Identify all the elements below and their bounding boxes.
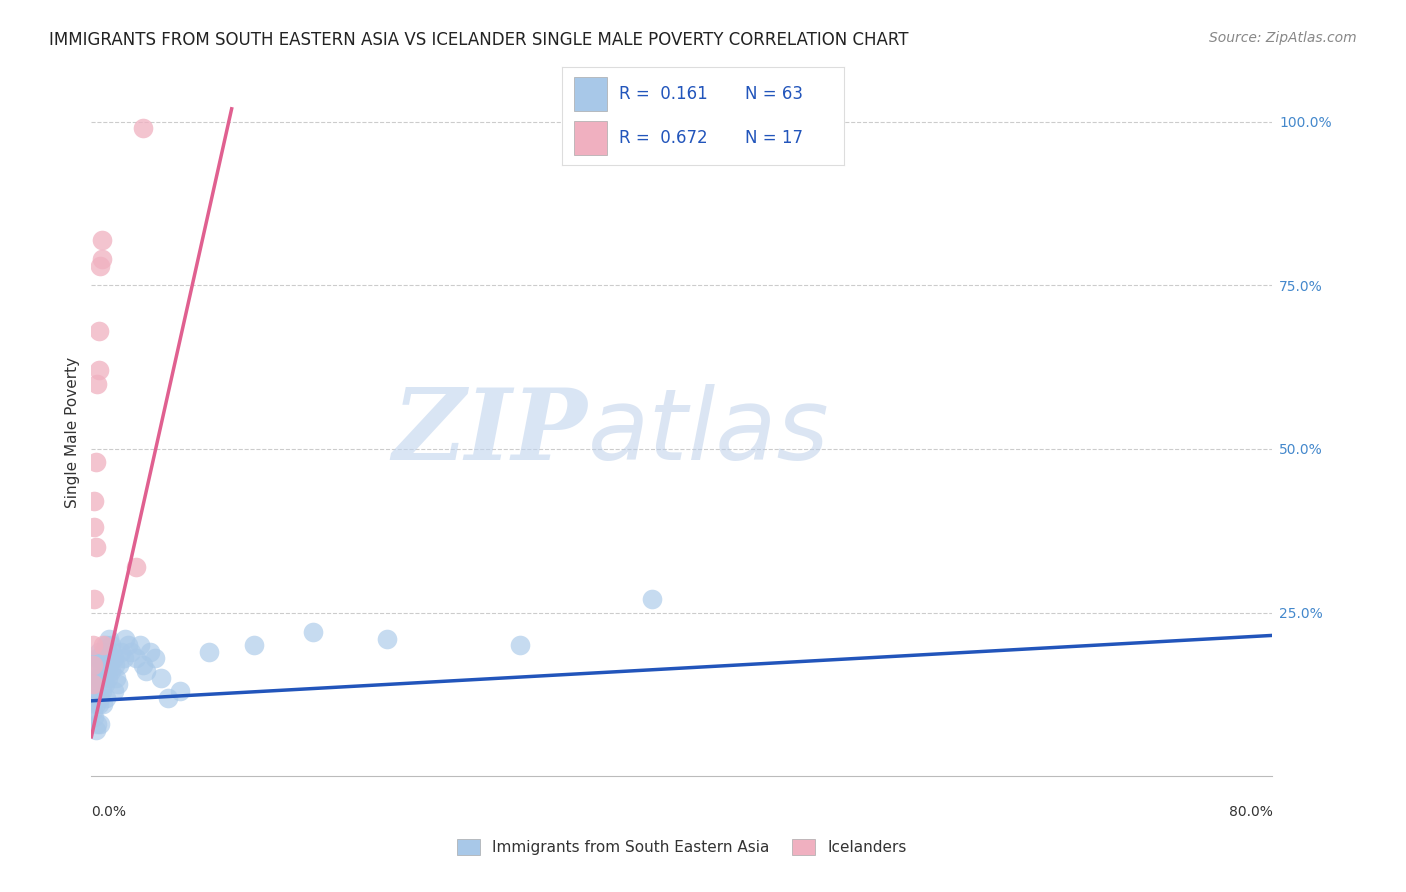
Y-axis label: Single Male Poverty: Single Male Poverty bbox=[65, 357, 80, 508]
Point bbox=[375, 632, 398, 646]
Point bbox=[84, 723, 107, 738]
Point bbox=[93, 677, 115, 691]
Point bbox=[132, 121, 155, 136]
Point bbox=[93, 651, 115, 665]
Point bbox=[101, 645, 124, 659]
Point bbox=[86, 716, 108, 731]
Point bbox=[87, 363, 110, 377]
Point bbox=[124, 651, 148, 665]
Point bbox=[112, 651, 135, 665]
Point bbox=[87, 645, 110, 659]
Point bbox=[135, 665, 157, 679]
Point bbox=[100, 665, 122, 679]
Point bbox=[86, 651, 108, 665]
Point bbox=[108, 657, 131, 672]
Text: R =  0.161: R = 0.161 bbox=[619, 85, 707, 103]
Point bbox=[105, 671, 128, 685]
Point bbox=[120, 645, 142, 659]
Point bbox=[89, 716, 111, 731]
Point bbox=[114, 632, 136, 646]
Point bbox=[97, 671, 120, 685]
Text: N = 63: N = 63 bbox=[745, 85, 803, 103]
Legend: Immigrants from South Eastern Asia, Icelanders: Immigrants from South Eastern Asia, Icel… bbox=[451, 833, 912, 861]
Point bbox=[157, 690, 180, 705]
Text: N = 17: N = 17 bbox=[745, 129, 803, 147]
Point bbox=[98, 657, 121, 672]
Point bbox=[89, 651, 111, 665]
Point bbox=[90, 233, 112, 247]
Point bbox=[82, 638, 104, 652]
Point bbox=[139, 645, 162, 659]
Point bbox=[96, 638, 118, 652]
Bar bbox=[574, 121, 607, 155]
Point bbox=[84, 657, 107, 672]
Point bbox=[149, 671, 172, 685]
Point bbox=[84, 455, 107, 469]
Point bbox=[89, 259, 111, 273]
Point bbox=[96, 690, 118, 705]
Point bbox=[107, 677, 129, 691]
Point bbox=[89, 690, 111, 705]
Point bbox=[87, 324, 110, 338]
Point bbox=[243, 638, 266, 652]
Point bbox=[110, 645, 132, 659]
Point bbox=[91, 697, 114, 711]
Bar bbox=[574, 77, 607, 112]
Point bbox=[84, 540, 107, 554]
Point bbox=[84, 697, 107, 711]
Point bbox=[103, 651, 125, 665]
Point bbox=[83, 592, 105, 607]
Point bbox=[91, 671, 114, 685]
Point bbox=[87, 671, 110, 685]
Point bbox=[509, 638, 531, 652]
Text: 0.0%: 0.0% bbox=[91, 805, 127, 819]
Point bbox=[83, 665, 105, 679]
Point bbox=[82, 677, 104, 691]
Point bbox=[87, 697, 110, 711]
Point bbox=[117, 638, 139, 652]
Point bbox=[91, 645, 114, 659]
Point bbox=[84, 677, 107, 691]
Point bbox=[82, 677, 104, 691]
Point bbox=[86, 671, 108, 685]
Text: atlas: atlas bbox=[588, 384, 830, 481]
Point bbox=[103, 684, 125, 698]
Point bbox=[301, 625, 323, 640]
Text: 80.0%: 80.0% bbox=[1229, 805, 1272, 819]
Point bbox=[143, 651, 166, 665]
Text: Source: ZipAtlas.com: Source: ZipAtlas.com bbox=[1209, 31, 1357, 45]
Text: IMMIGRANTS FROM SOUTH EASTERN ASIA VS ICELANDER SINGLE MALE POVERTY CORRELATION : IMMIGRANTS FROM SOUTH EASTERN ASIA VS IC… bbox=[49, 31, 908, 49]
Point bbox=[90, 252, 112, 267]
Point bbox=[82, 704, 104, 718]
Point bbox=[90, 684, 112, 698]
Point bbox=[90, 657, 112, 672]
Point bbox=[104, 657, 127, 672]
Point bbox=[96, 665, 118, 679]
Point bbox=[124, 559, 148, 574]
Point bbox=[86, 376, 108, 391]
Point bbox=[86, 690, 108, 705]
Point bbox=[198, 645, 221, 659]
Point bbox=[169, 684, 191, 698]
Point bbox=[82, 657, 104, 672]
Point bbox=[89, 671, 111, 685]
Point bbox=[83, 684, 105, 698]
Point bbox=[100, 638, 122, 652]
Point bbox=[83, 710, 105, 724]
Point bbox=[83, 494, 105, 508]
Point bbox=[641, 592, 664, 607]
Text: ZIP: ZIP bbox=[392, 384, 588, 481]
Point bbox=[129, 638, 152, 652]
Point bbox=[98, 632, 121, 646]
Point bbox=[91, 638, 114, 652]
Point bbox=[132, 657, 155, 672]
Point bbox=[97, 645, 120, 659]
Point bbox=[83, 520, 105, 534]
Text: R =  0.672: R = 0.672 bbox=[619, 129, 707, 147]
